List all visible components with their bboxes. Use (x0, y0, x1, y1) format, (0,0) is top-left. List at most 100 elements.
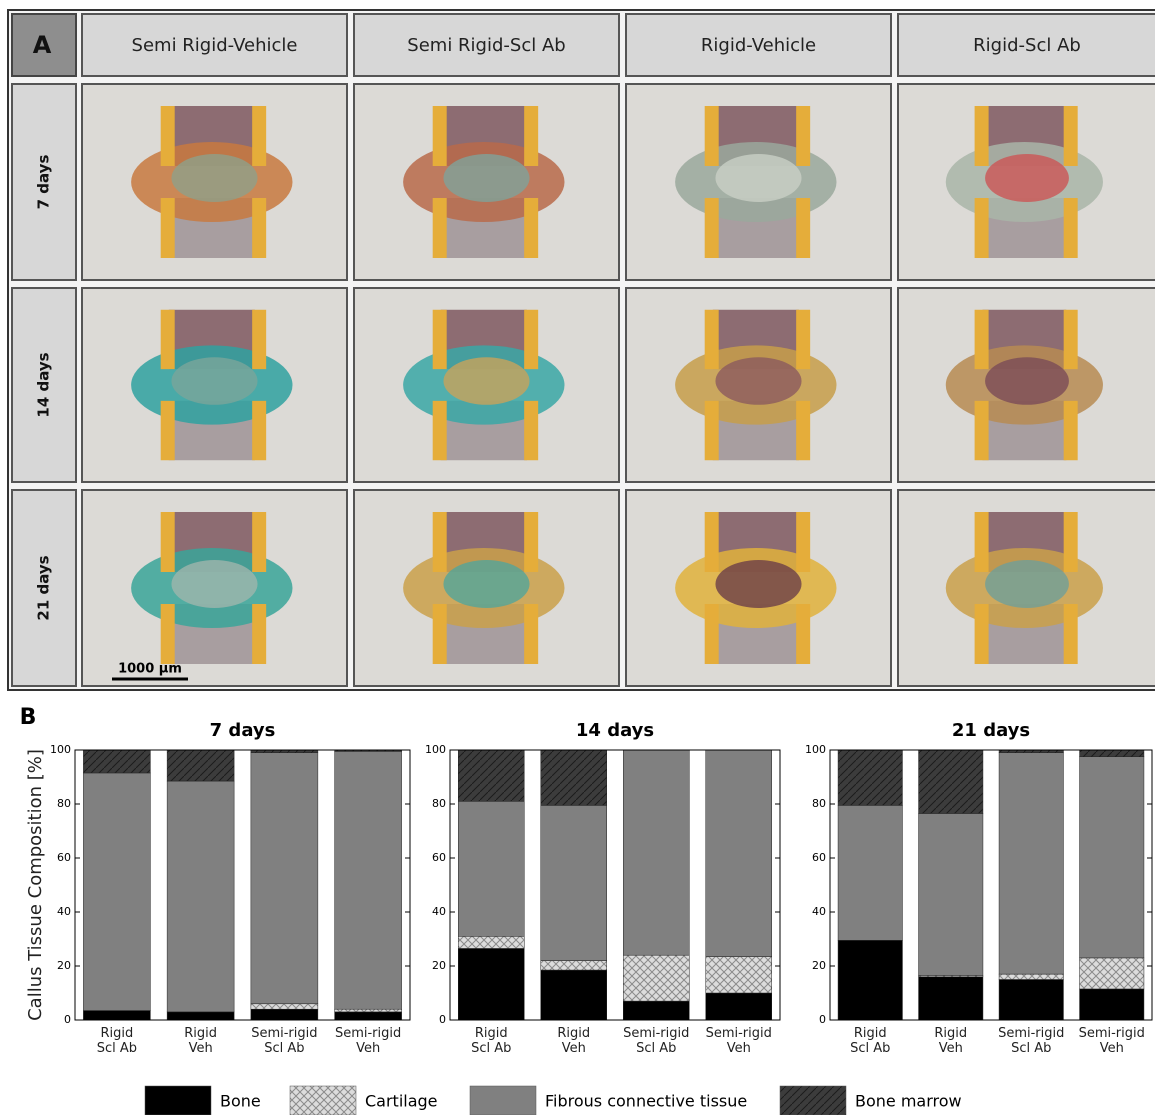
cortex (705, 310, 719, 369)
y-tick-label: 80 (57, 797, 71, 810)
cortex (975, 604, 989, 664)
legend-swatch (470, 1086, 536, 1115)
cortex (524, 106, 538, 166)
cortex (705, 401, 719, 460)
callus-inner (443, 154, 529, 202)
x-tick-label: Rigid Veh (159, 1026, 243, 1056)
cortex (161, 310, 175, 369)
bar-segment (83, 750, 150, 773)
bar-segment (919, 750, 983, 813)
callus-inner (715, 560, 801, 608)
bar-segment (458, 948, 524, 1020)
legend-swatch (290, 1086, 356, 1115)
bar-segment (838, 940, 902, 1020)
x-tick-label: Rigid Scl Ab (75, 1026, 159, 1056)
bar-segment (458, 750, 524, 801)
row-header: 21 days (35, 555, 53, 620)
row-header: 7 days (35, 155, 53, 210)
cortex (524, 512, 538, 572)
legend-label: Cartilage (365, 1092, 438, 1111)
bar-segment (838, 805, 902, 940)
y-tick-label: 0 (439, 1013, 446, 1026)
cortex (252, 106, 266, 166)
row-header: 14 days (35, 352, 53, 417)
y-tick-label: 100 (425, 743, 446, 756)
bar-segment (999, 974, 1063, 979)
x-tick-label: Semi-rigid Scl Ab (243, 1026, 327, 1056)
bar-segment (1080, 757, 1144, 958)
legend-swatch (780, 1086, 846, 1115)
bar-segment (706, 993, 772, 1020)
bar-segment (623, 1001, 689, 1020)
cortex (524, 310, 538, 369)
cortex (252, 401, 266, 460)
callus-inner (171, 357, 257, 405)
column-header: Semi Rigid-Scl Ab (407, 35, 565, 56)
cortex (1064, 310, 1078, 369)
cortex (796, 106, 810, 166)
cortex (433, 198, 447, 258)
cortex (252, 512, 266, 572)
x-tick-label: Rigid Veh (533, 1026, 616, 1056)
cortex (796, 401, 810, 460)
legend-swatch (145, 1086, 211, 1115)
callus-inner (171, 154, 257, 202)
cortex (975, 198, 989, 258)
y-tick-label: 40 (432, 905, 446, 918)
bar-segment (623, 750, 689, 955)
legend-label: Fibrous connective tissue (545, 1092, 747, 1111)
cortex (796, 604, 810, 664)
cortex (975, 512, 989, 572)
bar-segment (999, 753, 1063, 974)
bar-segment (458, 801, 524, 936)
bar-segment (541, 805, 607, 960)
legend-label: Bone marrow (855, 1092, 962, 1111)
y-tick-label: 20 (432, 959, 446, 972)
cortex (975, 106, 989, 166)
chart-title: 21 days (952, 720, 1030, 741)
cortex (524, 401, 538, 460)
bar-segment (999, 980, 1063, 1021)
bar-segment (335, 1012, 402, 1020)
cortex (975, 310, 989, 369)
y-tick-label: 60 (432, 851, 446, 864)
panel-b-label: B (20, 705, 37, 730)
cortex (1064, 106, 1078, 166)
column-header: Rigid-Vehicle (701, 35, 816, 56)
cortex (252, 198, 266, 258)
cortex (1064, 512, 1078, 572)
y-tick-label: 80 (432, 797, 446, 810)
bar-segment (167, 750, 234, 781)
x-tick-label: Semi-rigid Scl Ab (991, 1026, 1072, 1056)
scale-bar-label: 1000 µm (118, 662, 182, 677)
x-tick-label: Rigid Veh (911, 1026, 992, 1056)
y-tick-label: 40 (57, 905, 71, 918)
bar-segment (167, 781, 234, 1012)
bar-segment (1080, 750, 1144, 757)
cortex (161, 106, 175, 166)
y-tick-label: 100 (50, 743, 71, 756)
callus-inner (985, 357, 1069, 405)
bar-segment (838, 750, 902, 805)
cortex (433, 401, 447, 460)
y-tick-label: 60 (57, 851, 71, 864)
cortex (975, 401, 989, 460)
bar-segment (167, 1012, 234, 1020)
figure-canvas: ASemi Rigid-VehicleSemi Rigid-Scl AbRigi… (0, 0, 1155, 1115)
x-tick-label: Semi-rigid Veh (326, 1026, 410, 1056)
bar-segment (335, 1009, 402, 1012)
cortex (705, 512, 719, 572)
callus-inner (985, 154, 1069, 202)
panel-a-label: A (33, 31, 52, 59)
cortex (433, 512, 447, 572)
callus-inner (443, 357, 529, 405)
chart-title: 14 days (576, 720, 654, 741)
cortex (433, 106, 447, 166)
y-axis-label: Callus Tissue Composition [%] (25, 749, 46, 1021)
bar-segment (541, 750, 607, 805)
x-tick-label: Semi-rigid Scl Ab (615, 1026, 698, 1056)
x-tick-label: Semi-rigid Veh (1072, 1026, 1153, 1056)
y-tick-label: 40 (812, 905, 826, 918)
cortex (796, 512, 810, 572)
callus-inner (171, 560, 257, 608)
